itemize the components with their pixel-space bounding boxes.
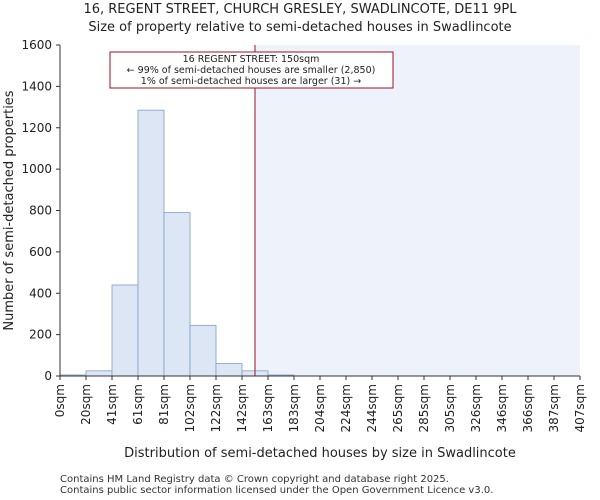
x-ticks-group: 0sqm 20sqm 41sqm 61sqm 81sqm 102sqm 122sqm 142s… — [53, 376, 587, 432]
y-tick-label: 0 — [44, 369, 52, 383]
histogram-bar — [163, 212, 191, 377]
annotation-line-3: 1% of semi-detached houses are larger (3… — [141, 76, 361, 87]
y-tick-label: 800 — [29, 204, 52, 218]
y-tick-label: 400 — [29, 286, 52, 300]
x-tick-label: 265sqm — [391, 384, 405, 432]
y-tick-label: 1600 — [21, 38, 52, 52]
x-tick-label: 366sqm — [521, 384, 535, 432]
larger-properties-region — [255, 45, 580, 376]
annotation-line-1: 16 REGENT STREET: 150sqm — [183, 54, 320, 65]
footer-copyright: Contains HM Land Registry data © Crown c… — [60, 474, 449, 485]
y-axis-title: Number of semi-detached properties — [2, 90, 17, 330]
x-tick-label: 41sqm — [105, 384, 119, 425]
chart-subtitle: Size of property relative to semi-detach… — [88, 20, 512, 35]
x-tick-label: 61sqm — [131, 384, 145, 425]
x-tick-label: 183sqm — [287, 384, 301, 432]
x-tick-label: 142sqm — [235, 384, 249, 432]
histogram-bar — [189, 324, 217, 377]
chart-title: 16, REGENT STREET, CHURCH GRESLEY, SWADL… — [83, 2, 517, 17]
y-tick-label: 1200 — [21, 121, 52, 135]
x-tick-label: 20sqm — [79, 384, 93, 425]
x-tick-label: 0sqm — [53, 384, 67, 417]
histogram-bar — [137, 109, 165, 377]
x-tick-label: 346sqm — [495, 384, 509, 432]
x-tick-label: 305sqm — [443, 384, 457, 432]
x-tick-label: 387sqm — [547, 384, 561, 432]
annotation-box: 16 REGENT STREET: 150sqm ← 99% of semi-d… — [109, 51, 394, 89]
x-tick-label: 102sqm — [183, 384, 197, 432]
x-tick-label: 285sqm — [417, 384, 431, 432]
x-tick-label: 204sqm — [313, 384, 327, 432]
annotation-border — [109, 51, 394, 89]
y-tick-label: 600 — [29, 245, 52, 259]
y-ticks-group: 0 200 400 600 800 1000 1200 1400 1600 — [21, 38, 60, 383]
x-tick-label: 224sqm — [339, 384, 353, 432]
x-tick-label: 244sqm — [365, 384, 379, 432]
x-tick-label: 407sqm — [573, 384, 587, 432]
x-tick-label: 326sqm — [469, 384, 483, 432]
y-tick-label: 1000 — [21, 162, 52, 176]
histogram-bar — [111, 284, 139, 377]
annotation-line-2: ← 99% of semi-detached houses are smalle… — [127, 65, 376, 76]
histogram-bar — [85, 370, 113, 377]
y-tick-label: 1400 — [21, 79, 52, 93]
histogram-bar — [215, 363, 243, 377]
footer-licence: Contains public sector information licen… — [60, 485, 494, 496]
x-tick-label: 81sqm — [157, 384, 171, 425]
x-tick-label: 122sqm — [209, 384, 223, 432]
x-axis-title: Distribution of semi-detached houses by … — [124, 446, 516, 461]
x-tick-label: 163sqm — [261, 384, 275, 432]
bars-group — [59, 109, 295, 377]
y-tick-label: 200 — [29, 328, 52, 342]
